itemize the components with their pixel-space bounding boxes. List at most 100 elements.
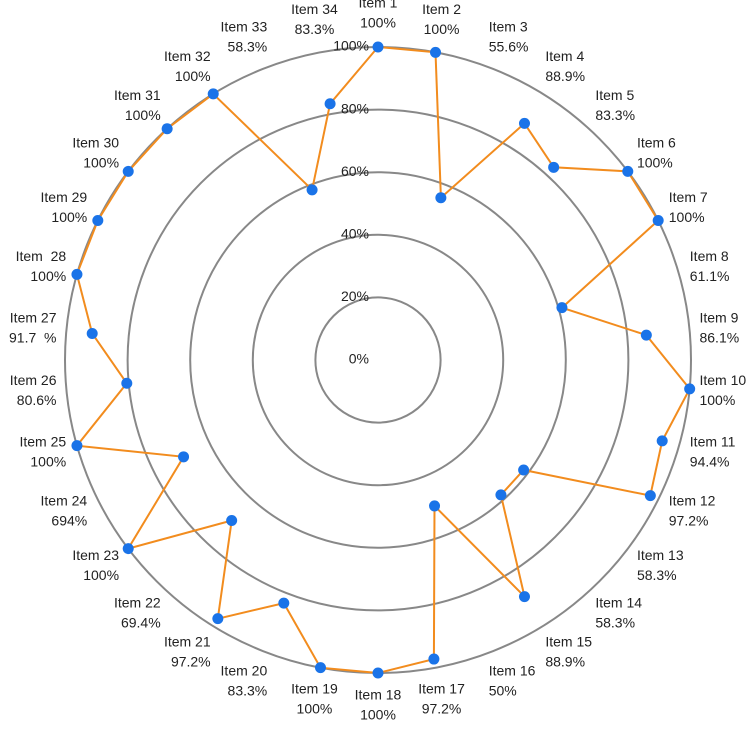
value-label: 88.9% xyxy=(545,654,585,670)
data-point xyxy=(652,214,664,226)
data-point xyxy=(314,662,326,674)
category-label: Item 32 xyxy=(164,48,211,64)
data-point xyxy=(161,123,173,135)
value-label: 100% xyxy=(83,567,119,583)
grid-ring xyxy=(126,108,630,612)
category-label: Item 18 xyxy=(355,687,402,703)
value-label: 100% xyxy=(175,68,211,84)
value-label: 97.2% xyxy=(171,654,211,670)
data-point xyxy=(226,515,238,527)
data-point xyxy=(430,46,442,58)
value-label: 88.9% xyxy=(545,68,585,84)
data-point xyxy=(518,464,530,476)
value-label: 100% xyxy=(637,155,673,171)
category-label: Item 5 xyxy=(595,87,634,103)
data-point xyxy=(306,184,318,196)
data-point xyxy=(207,88,219,100)
value-label: 55.6% xyxy=(489,39,529,55)
value-label: 100% xyxy=(360,15,396,31)
data-point xyxy=(372,667,384,679)
value-label: 100% xyxy=(51,209,87,225)
category-label: Item 29 xyxy=(41,189,88,205)
category-label: Item 2 xyxy=(422,1,461,17)
data-point xyxy=(92,214,104,226)
category-label: Item 11 xyxy=(690,433,736,449)
category-label: Item 30 xyxy=(72,135,119,151)
data-point xyxy=(212,613,224,625)
grid-ring xyxy=(314,296,442,424)
y-tick-label: 0% xyxy=(349,351,369,367)
category-label: Item 7 xyxy=(669,189,708,205)
category-label: Item 34 xyxy=(291,1,338,17)
category-label: Item 3 xyxy=(489,19,528,35)
y-tick-label: 20% xyxy=(341,288,369,304)
category-label: Item 24 xyxy=(41,492,88,508)
data-point xyxy=(556,302,568,314)
category-label: Item 15 xyxy=(545,634,592,650)
data-point xyxy=(121,377,133,389)
value-label: 58.3% xyxy=(595,614,635,630)
value-label: 58.3% xyxy=(228,39,268,55)
category-label: Item 12 xyxy=(669,492,716,508)
y-tick-label: 80% xyxy=(341,100,369,116)
category-label: Item 4 xyxy=(545,48,584,64)
data-point xyxy=(429,500,441,512)
category-label: Item 20 xyxy=(221,663,268,679)
value-label: 694% xyxy=(51,512,87,528)
category-label: Item 1 xyxy=(359,0,398,11)
category-label: Item 8 xyxy=(690,248,729,264)
value-label: 100% xyxy=(83,155,119,171)
category-label: Item 31 xyxy=(114,87,161,103)
data-point xyxy=(518,591,530,603)
value-label: 100% xyxy=(699,392,735,408)
value-label: 86.1% xyxy=(699,330,739,346)
data-point xyxy=(122,543,134,555)
value-label: 94.4% xyxy=(690,453,730,469)
grid-ring xyxy=(64,46,692,674)
value-label: 100% xyxy=(669,209,705,225)
category-label: Item 22 xyxy=(114,594,161,610)
category-label: Item 28 xyxy=(16,248,67,264)
category-label: Item 10 xyxy=(699,372,746,388)
data-point xyxy=(656,435,668,447)
data-point xyxy=(622,165,634,177)
value-label: 100% xyxy=(125,107,161,123)
data-point xyxy=(86,328,98,340)
category-label: Item 33 xyxy=(221,19,268,35)
category-label: Item 6 xyxy=(637,135,676,151)
value-label: 50% xyxy=(489,683,517,699)
value-label: 100% xyxy=(424,21,460,37)
data-point xyxy=(178,451,190,463)
category-label: Item 19 xyxy=(291,681,338,697)
value-label: 100% xyxy=(30,453,66,469)
value-label: 80.6% xyxy=(17,392,57,408)
value-label: 100% xyxy=(30,268,66,284)
data-point xyxy=(644,490,656,502)
data-point xyxy=(122,165,134,177)
category-label: Item 23 xyxy=(72,547,119,563)
category-label: Item 25 xyxy=(19,433,66,449)
data-point xyxy=(518,117,530,129)
data-point xyxy=(548,161,560,173)
data-point xyxy=(428,653,440,665)
y-tick-label: 60% xyxy=(341,163,369,179)
y-tick-label: 40% xyxy=(341,226,369,242)
category-label: Item 21 xyxy=(164,634,211,650)
value-label: 61.1% xyxy=(690,268,730,284)
category-label: Item 14 xyxy=(595,594,642,610)
value-label: 83.3% xyxy=(295,21,335,37)
value-label: 69.4% xyxy=(121,614,161,630)
category-label: Item 13 xyxy=(637,547,684,563)
value-label: 100% xyxy=(360,707,396,723)
category-label: Item 27 xyxy=(10,310,57,326)
data-point xyxy=(278,597,290,609)
grid-ring xyxy=(251,233,505,487)
data-point xyxy=(435,192,447,204)
data-point xyxy=(495,489,507,501)
grid-ring xyxy=(189,171,567,549)
category-label: Item 16 xyxy=(489,663,536,679)
data-point xyxy=(71,268,83,280)
value-label: 97.2% xyxy=(422,701,462,717)
category-label: Item 17 xyxy=(418,681,465,697)
